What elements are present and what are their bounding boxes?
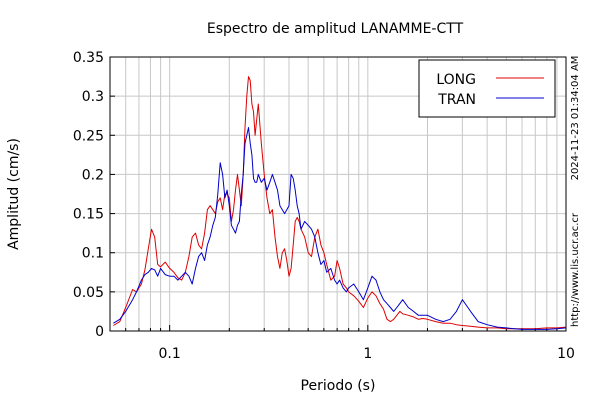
legend-label-tran: TRAN: [437, 92, 476, 108]
y-tick-label: 0.35: [73, 50, 104, 66]
grid: [109, 56, 567, 332]
series-lines: [113, 76, 567, 330]
x-tick-label: 1: [363, 346, 372, 362]
y-tick-label: 0.05: [73, 285, 104, 301]
legend-box: [418, 59, 556, 118]
x-axis-label: Periodo (s): [301, 378, 376, 394]
series-line-tran: [113, 127, 567, 330]
legend: LONG TRAN: [418, 59, 556, 118]
y-axis-label: Amplitud (cm/s): [6, 138, 22, 250]
y-tick-label: 0.1: [82, 246, 104, 262]
axes: 0 0.05 0.1 0.15 0.2 0.25 0.3 0.35 0.1 1 10: [73, 50, 575, 362]
source-url-text: http://www.lis.ucr.ac.cr: [570, 212, 581, 327]
timestamp-text: 2024-11-23 01:34:04 AM: [570, 56, 581, 181]
plot-frame: [109, 56, 567, 332]
chart-title: Espectro de amplitud LANAMME-CTT: [207, 21, 464, 37]
y-tick-label: 0.25: [73, 128, 104, 144]
y-tick-label: 0.2: [82, 167, 104, 183]
y-tick-label: 0: [95, 324, 104, 340]
y-tick-label: 0.3: [82, 89, 104, 105]
y-tick-label: 0.15: [73, 207, 104, 223]
series-line-long: [113, 76, 567, 330]
x-tick-label: 10: [557, 346, 575, 362]
legend-label-long: LONG: [436, 72, 476, 88]
x-tick-label: 0.1: [159, 346, 181, 362]
